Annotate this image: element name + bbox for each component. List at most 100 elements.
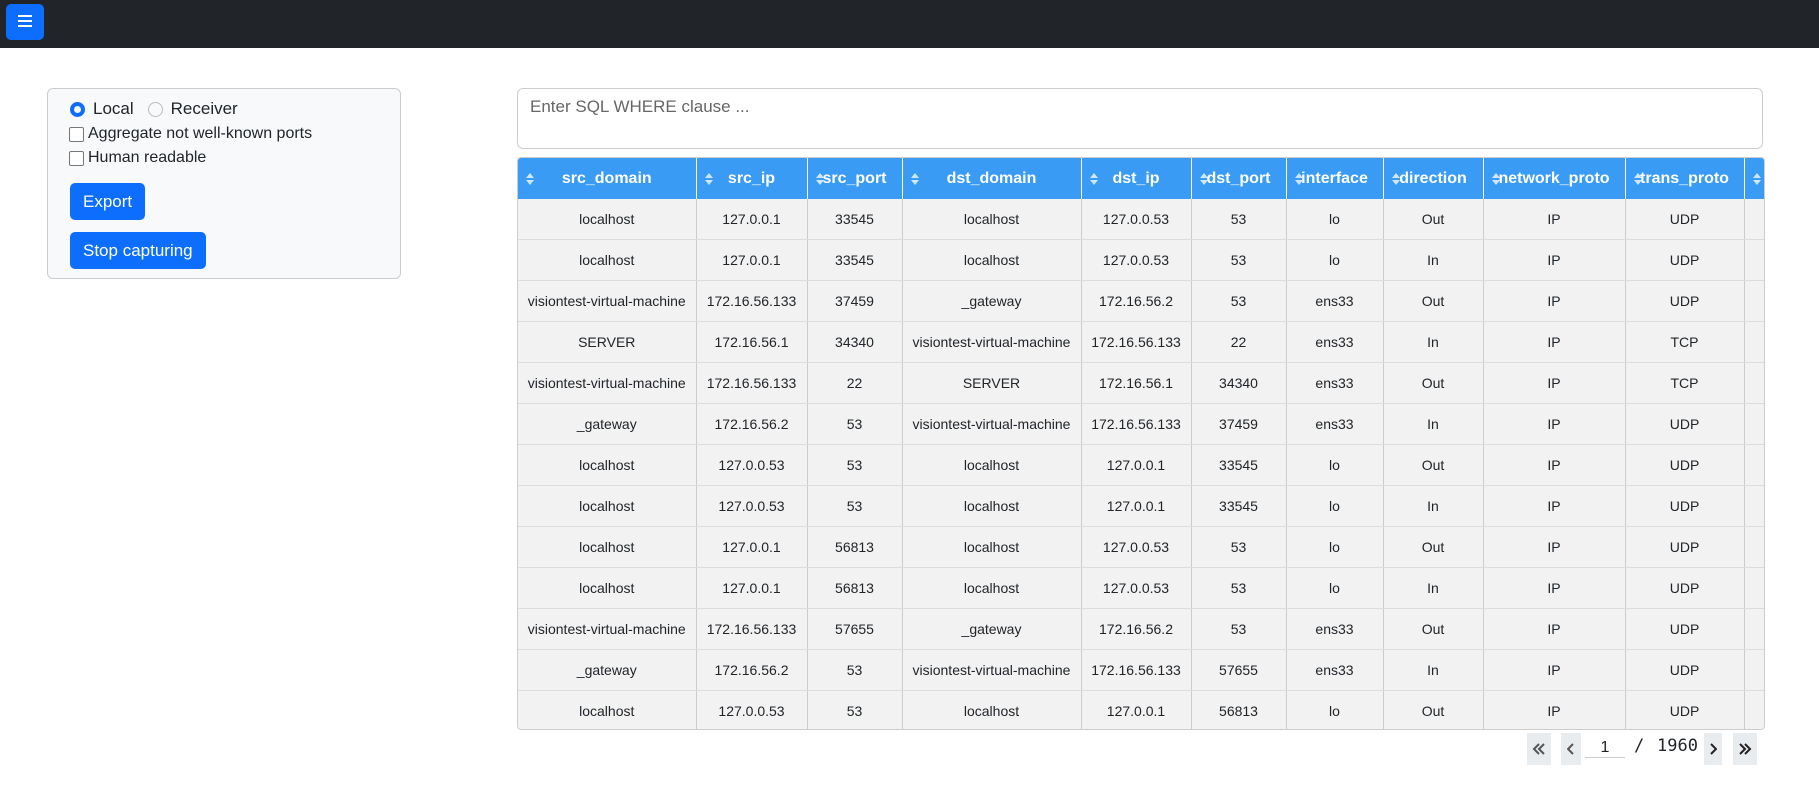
table-cell: IP bbox=[1483, 649, 1626, 691]
table-cell: UDP bbox=[1625, 280, 1745, 322]
table-cell bbox=[1744, 321, 1764, 363]
column-title: src_domain bbox=[561, 169, 652, 187]
table-cell: In bbox=[1383, 239, 1484, 281]
table-row: localhost 127.0.0.1 56813 localhost 127.0.0.… bbox=[518, 526, 1764, 568]
checkbox[interactable] bbox=[69, 150, 84, 166]
column-header bbox=[1744, 158, 1764, 199]
checkbox-label[interactable]: Aggregate not well-known ports bbox=[88, 125, 313, 142]
table-cell: 127.0.0.1 bbox=[1081, 444, 1192, 486]
table-cell: In bbox=[1383, 485, 1484, 527]
table-cell bbox=[1744, 403, 1764, 445]
table-cell: 53 bbox=[807, 485, 903, 527]
checkbox[interactable] bbox=[69, 126, 84, 142]
table-cell: 56813 bbox=[1191, 690, 1287, 729]
table-cell: lo bbox=[1286, 444, 1384, 486]
table-cell: UDP bbox=[1625, 690, 1745, 729]
table-cell: IP bbox=[1483, 239, 1626, 281]
table-cell: UDP bbox=[1625, 444, 1745, 486]
table-cell: 127.0.0.53 bbox=[696, 485, 808, 527]
table-cell: UDP bbox=[1625, 199, 1745, 240]
table-row: localhost 127.0.0.53 53 localhost 127.0.0.1 5… bbox=[518, 690, 1764, 729]
radio-label[interactable]: Local bbox=[93, 99, 134, 118]
table-cell: 53 bbox=[1191, 567, 1287, 609]
table-cell: IP bbox=[1483, 567, 1626, 609]
table-cell: localhost bbox=[518, 567, 697, 609]
table-cell: 127.0.0.1 bbox=[1081, 690, 1192, 729]
page-input[interactable]: 1 bbox=[1585, 739, 1625, 758]
query-input[interactable]: Enter SQL WHERE clause ... bbox=[517, 88, 1763, 149]
table-row: localhost 127.0.0.1 33545 localhost 127.0.0.… bbox=[518, 199, 1764, 240]
table-cell: lo bbox=[1286, 567, 1384, 609]
column-header[interactable]: dst_port bbox=[1191, 158, 1287, 199]
table-cell: lo bbox=[1286, 239, 1384, 281]
menu-icon bbox=[18, 14, 32, 27]
table-cell: 172.16.56.2 bbox=[1081, 608, 1192, 650]
table-cell: 56813 bbox=[807, 567, 903, 609]
table-cell: In bbox=[1383, 567, 1484, 609]
table-cell: 172.16.56.133 bbox=[1081, 403, 1192, 445]
table-cell bbox=[1744, 485, 1764, 527]
first-page[interactable] bbox=[1527, 733, 1551, 765]
table-cell: 127.0.0.1 bbox=[696, 526, 808, 568]
table-cell: 172.16.56.1 bbox=[696, 321, 808, 363]
table-cell bbox=[1744, 239, 1764, 281]
table-cell: 127.0.0.53 bbox=[696, 444, 808, 486]
table-cell: 127.0.0.1 bbox=[1081, 485, 1192, 527]
column-header[interactable]: src_ip bbox=[696, 158, 808, 199]
radio[interactable] bbox=[70, 101, 85, 117]
table-cell: localhost bbox=[518, 526, 697, 568]
table-cell: _gateway bbox=[902, 608, 1082, 650]
table-cell: UDP bbox=[1625, 485, 1745, 527]
table-cell: 33545 bbox=[1191, 485, 1287, 527]
table-row: visiontest-virtual-machine 172.16.56.133 5… bbox=[518, 608, 1764, 650]
checkbox-label[interactable]: Human readable bbox=[88, 149, 207, 166]
table-cell: UDP bbox=[1625, 403, 1745, 445]
column-header[interactable]: interface bbox=[1286, 158, 1384, 199]
table-cell: Out bbox=[1383, 280, 1484, 322]
column-header[interactable]: dst_domain bbox=[902, 158, 1082, 199]
table-cell: localhost bbox=[902, 567, 1082, 609]
column-header[interactable]: trans_proto bbox=[1625, 158, 1745, 199]
table-cell: 22 bbox=[1191, 321, 1287, 363]
table-cell: 127.0.0.1 bbox=[696, 567, 808, 609]
table-cell bbox=[1744, 444, 1764, 486]
table-cell: 172.16.56.133 bbox=[1081, 649, 1192, 691]
table-cell: localhost bbox=[902, 199, 1082, 240]
prev-page[interactable] bbox=[1561, 733, 1581, 765]
table-cell: 53 bbox=[1191, 239, 1287, 281]
table-cell: _gateway bbox=[518, 649, 697, 691]
table-cell: 127.0.0.53 bbox=[696, 690, 808, 729]
navbar bbox=[0, 0, 1819, 48]
menu-button[interactable] bbox=[6, 4, 44, 40]
table-cell: localhost bbox=[902, 485, 1082, 527]
radio-group: Local Receiver bbox=[70, 99, 238, 119]
column-header[interactable]: src_domain bbox=[518, 158, 697, 199]
table-cell: 53 bbox=[807, 649, 903, 691]
column-header[interactable]: direction bbox=[1383, 158, 1484, 199]
table-cell: _gateway bbox=[902, 280, 1082, 322]
column-header[interactable]: src_port bbox=[807, 158, 903, 199]
column-header[interactable]: dst_ip bbox=[1081, 158, 1192, 199]
table-cell: 127.0.0.53 bbox=[1081, 526, 1192, 568]
stop-button[interactable]: Stop capturing bbox=[70, 232, 206, 269]
table-row: localhost 127.0.0.53 53 localhost 127.0.0.1 3… bbox=[518, 444, 1764, 486]
export-button[interactable]: Export bbox=[70, 183, 146, 220]
table-cell: 33545 bbox=[807, 239, 903, 281]
next-page[interactable] bbox=[1704, 733, 1722, 765]
radio[interactable] bbox=[147, 101, 163, 117]
table-cell: lo bbox=[1286, 199, 1384, 240]
last-page[interactable] bbox=[1733, 733, 1757, 765]
table-cell: Out bbox=[1383, 362, 1484, 404]
table-row: localhost 127.0.0.53 53 localhost 127.0.0.1 3… bbox=[518, 485, 1764, 527]
table-cell: localhost bbox=[902, 444, 1082, 486]
column-header[interactable]: network_proto bbox=[1483, 158, 1626, 199]
table-cell: Out bbox=[1383, 526, 1484, 568]
table-cell: ens33 bbox=[1286, 649, 1384, 691]
table-cell: visiontest-virtual-machine bbox=[902, 649, 1082, 691]
table-row: visiontest-virtual-machine 172.16.56.133 2… bbox=[518, 362, 1764, 404]
table-cell: 172.16.56.133 bbox=[696, 608, 808, 650]
table-cell: IP bbox=[1483, 199, 1626, 240]
table-cell: Out bbox=[1383, 608, 1484, 650]
table-cell: ens33 bbox=[1286, 280, 1384, 322]
radio-label[interactable]: Receiver bbox=[170, 99, 238, 118]
